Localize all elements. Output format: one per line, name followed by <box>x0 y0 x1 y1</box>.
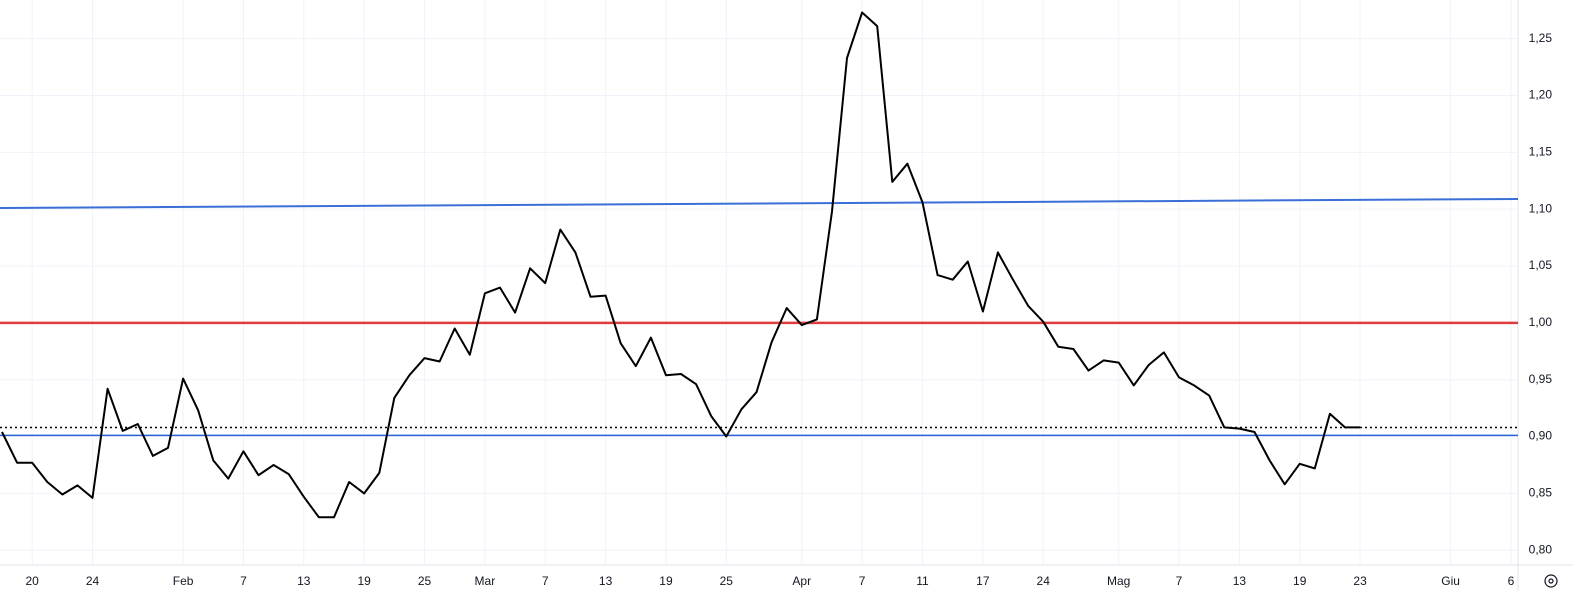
y-tick-label: 0,80 <box>1529 542 1553 556</box>
x-tick-label: 25 <box>720 574 734 588</box>
settings-icon[interactable] <box>1544 574 1558 588</box>
x-tick-label: Feb <box>173 574 194 588</box>
x-tick-label: 7 <box>240 574 247 588</box>
x-tick-label: Giu <box>1441 574 1460 588</box>
y-tick-label: 1,05 <box>1529 258 1553 272</box>
y-tick-label: 1,25 <box>1529 31 1553 45</box>
y-tick-label: 0,85 <box>1529 486 1553 500</box>
y-tick-label: 0,95 <box>1529 372 1553 386</box>
x-tick-label: 19 <box>659 574 673 588</box>
x-tick-label: 25 <box>418 574 432 588</box>
x-tick-label: 7 <box>859 574 866 588</box>
x-tick-label: 23 <box>1353 574 1367 588</box>
trend-line <box>0 197 1519 210</box>
x-tick-label: 20 <box>26 574 40 588</box>
x-tick-label: Apr <box>792 574 811 588</box>
y-tick-label: 1,20 <box>1529 88 1553 102</box>
x-tick-label: 19 <box>357 574 371 588</box>
x-tick-label: 7 <box>1176 574 1183 588</box>
x-tick-label: 11 <box>916 574 929 588</box>
x-tick-label: 24 <box>86 574 100 588</box>
x-tick-label: 24 <box>1037 574 1051 588</box>
x-tick-label: 17 <box>976 574 990 588</box>
price-line <box>1 11 1361 519</box>
y-tick-label: 1,00 <box>1529 315 1553 329</box>
x-tick-label: 6 <box>1508 574 1515 588</box>
x-tick-label: 19 <box>1293 574 1307 588</box>
y-tick-label: 0,90 <box>1529 429 1553 443</box>
x-tick-label: 7 <box>542 574 549 588</box>
y-tick-label: 1,15 <box>1529 145 1553 159</box>
y-tick-label: 1,10 <box>1529 201 1553 215</box>
x-tick-label: 13 <box>297 574 311 588</box>
x-tick-label: 13 <box>1233 574 1247 588</box>
x-tick-label: Mag <box>1107 574 1130 588</box>
x-tick-label: 13 <box>599 574 613 588</box>
x-tick-label: Mar <box>475 574 496 588</box>
